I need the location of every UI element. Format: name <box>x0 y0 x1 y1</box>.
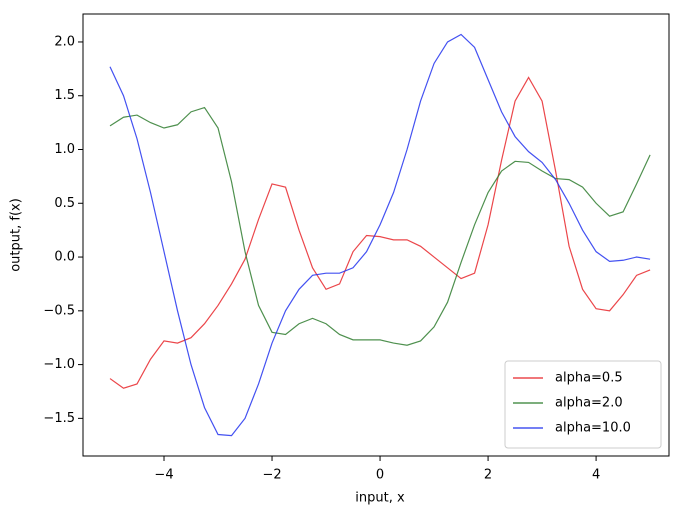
legend-label: alpha=0.5 <box>555 371 623 386</box>
x-tick-label: 4 <box>592 468 600 483</box>
y-tick-label: −1.5 <box>43 411 75 426</box>
line-series <box>109 76 651 389</box>
x-tick-label: 0 <box>376 468 384 483</box>
x-tick-label: 2 <box>484 468 492 483</box>
y-tick-label: −0.5 <box>43 303 75 318</box>
legend-label: alpha=2.0 <box>555 396 623 411</box>
line-series <box>109 33 651 437</box>
y-tick-label: −1.0 <box>43 357 75 372</box>
plot-frame <box>82 13 670 457</box>
y-tick-label: 0.5 <box>54 196 75 211</box>
y-axis-label: output, f(x) <box>9 198 24 272</box>
legend-label: alpha=10.0 <box>555 421 631 436</box>
y-tick-label: 0.0 <box>54 250 75 265</box>
x-axis-label: input, x <box>355 491 405 506</box>
y-tick-label: 1.0 <box>54 142 75 157</box>
x-tick-label: −4 <box>154 468 173 483</box>
y-tick-label: 2.0 <box>54 34 75 49</box>
line-series <box>109 106 651 346</box>
x-tick-label: −2 <box>262 468 281 483</box>
y-tick-label: 1.5 <box>54 88 75 103</box>
legend-box <box>504 360 662 449</box>
